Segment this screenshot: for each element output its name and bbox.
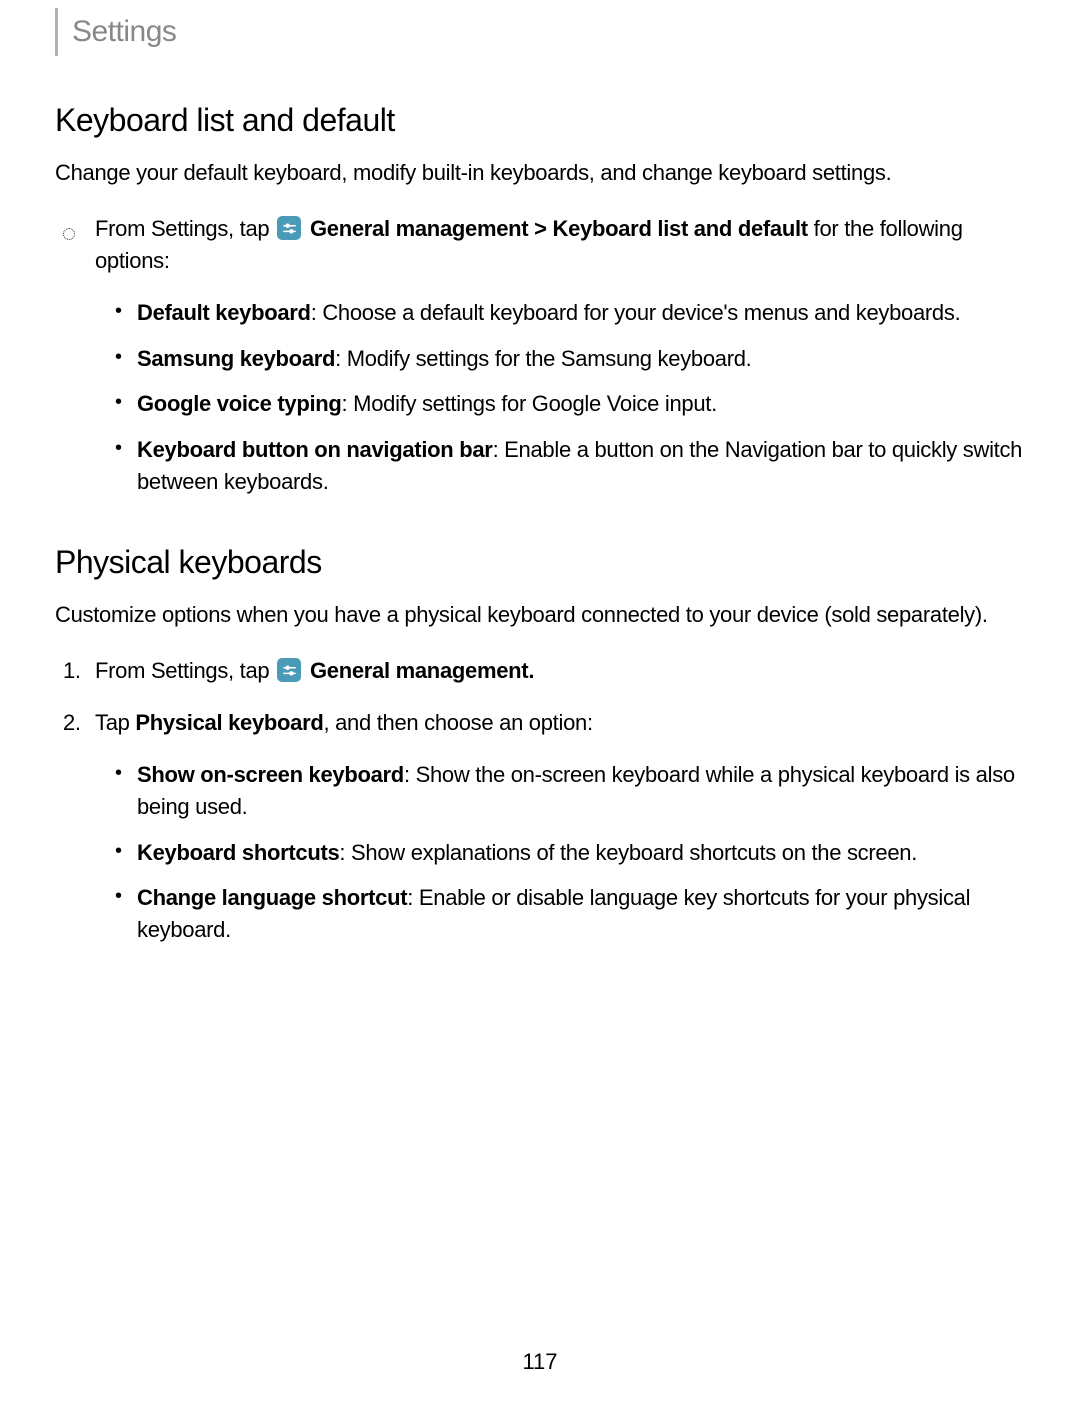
header-title: Settings <box>72 15 176 49</box>
list-item: Keyboard button on navigation bar: Enabl… <box>137 434 1025 498</box>
gm-label: General management <box>310 658 528 683</box>
item-desc: : Modify settings for the Samsung keyboa… <box>335 346 751 371</box>
section1-step: From Settings, tap General management > … <box>95 213 1025 277</box>
item-desc: : Choose a default keyboard for your dev… <box>311 300 961 325</box>
item-term: Samsung keyboard <box>137 346 335 371</box>
list-item: Samsung keyboard: Modify settings for th… <box>137 343 1025 375</box>
list-item: Show on-screen keyboard: Show the on-scr… <box>137 759 1025 823</box>
step2-tap: Tap <box>95 710 135 735</box>
item-term: Change language shortcut <box>137 885 407 910</box>
page-number: 117 <box>0 1349 1080 1375</box>
circle-bullet-icon <box>63 217 75 249</box>
step-number: 1. <box>63 655 81 687</box>
step1-prefix: From Settings, tap <box>95 658 275 683</box>
item-term: Default keyboard <box>137 300 311 325</box>
item-desc: : Modify settings for Google Voice input… <box>342 391 717 416</box>
step-number: 2. <box>63 707 81 739</box>
list-item: Keyboard shortcuts: Show explanations of… <box>137 837 1025 869</box>
general-management-icon <box>277 658 301 682</box>
item-desc: : Show explanations of the keyboard shor… <box>339 840 917 865</box>
step2-bold: Physical keyboard <box>135 710 323 735</box>
list-item: Default keyboard: Choose a default keybo… <box>137 297 1025 329</box>
section2-step2: 2. Tap Physical keyboard, and then choos… <box>95 707 1025 739</box>
item-term: Keyboard shortcuts <box>137 840 339 865</box>
step-text-prefix: From Settings, tap <box>95 216 275 241</box>
section2-step1: 1. From Settings, tap General management… <box>95 655 1025 687</box>
general-management-icon <box>277 216 301 240</box>
item-term: Show on-screen keyboard <box>137 762 404 787</box>
item-term: Keyboard button on navigation bar <box>137 437 493 462</box>
header-bar: Settings <box>55 8 1025 56</box>
item-term: Google voice typing <box>137 391 342 416</box>
arrow-text: > <box>528 216 552 241</box>
section2-heading: Physical keyboards <box>55 544 1025 581</box>
list-item: Google voice typing: Modify settings for… <box>137 388 1025 420</box>
step2-suffix: , and then choose an option: <box>324 710 593 735</box>
section1-heading: Keyboard list and default <box>55 102 1025 139</box>
list-item: Change language shortcut: Enable or disa… <box>137 882 1025 946</box>
dest-label: Keyboard list and default <box>553 216 808 241</box>
gm-label: General management <box>310 216 528 241</box>
section2-intro: Customize options when you have a physic… <box>55 599 1025 631</box>
section1-intro: Change your default keyboard, modify bui… <box>55 157 1025 189</box>
period: . <box>528 658 534 683</box>
